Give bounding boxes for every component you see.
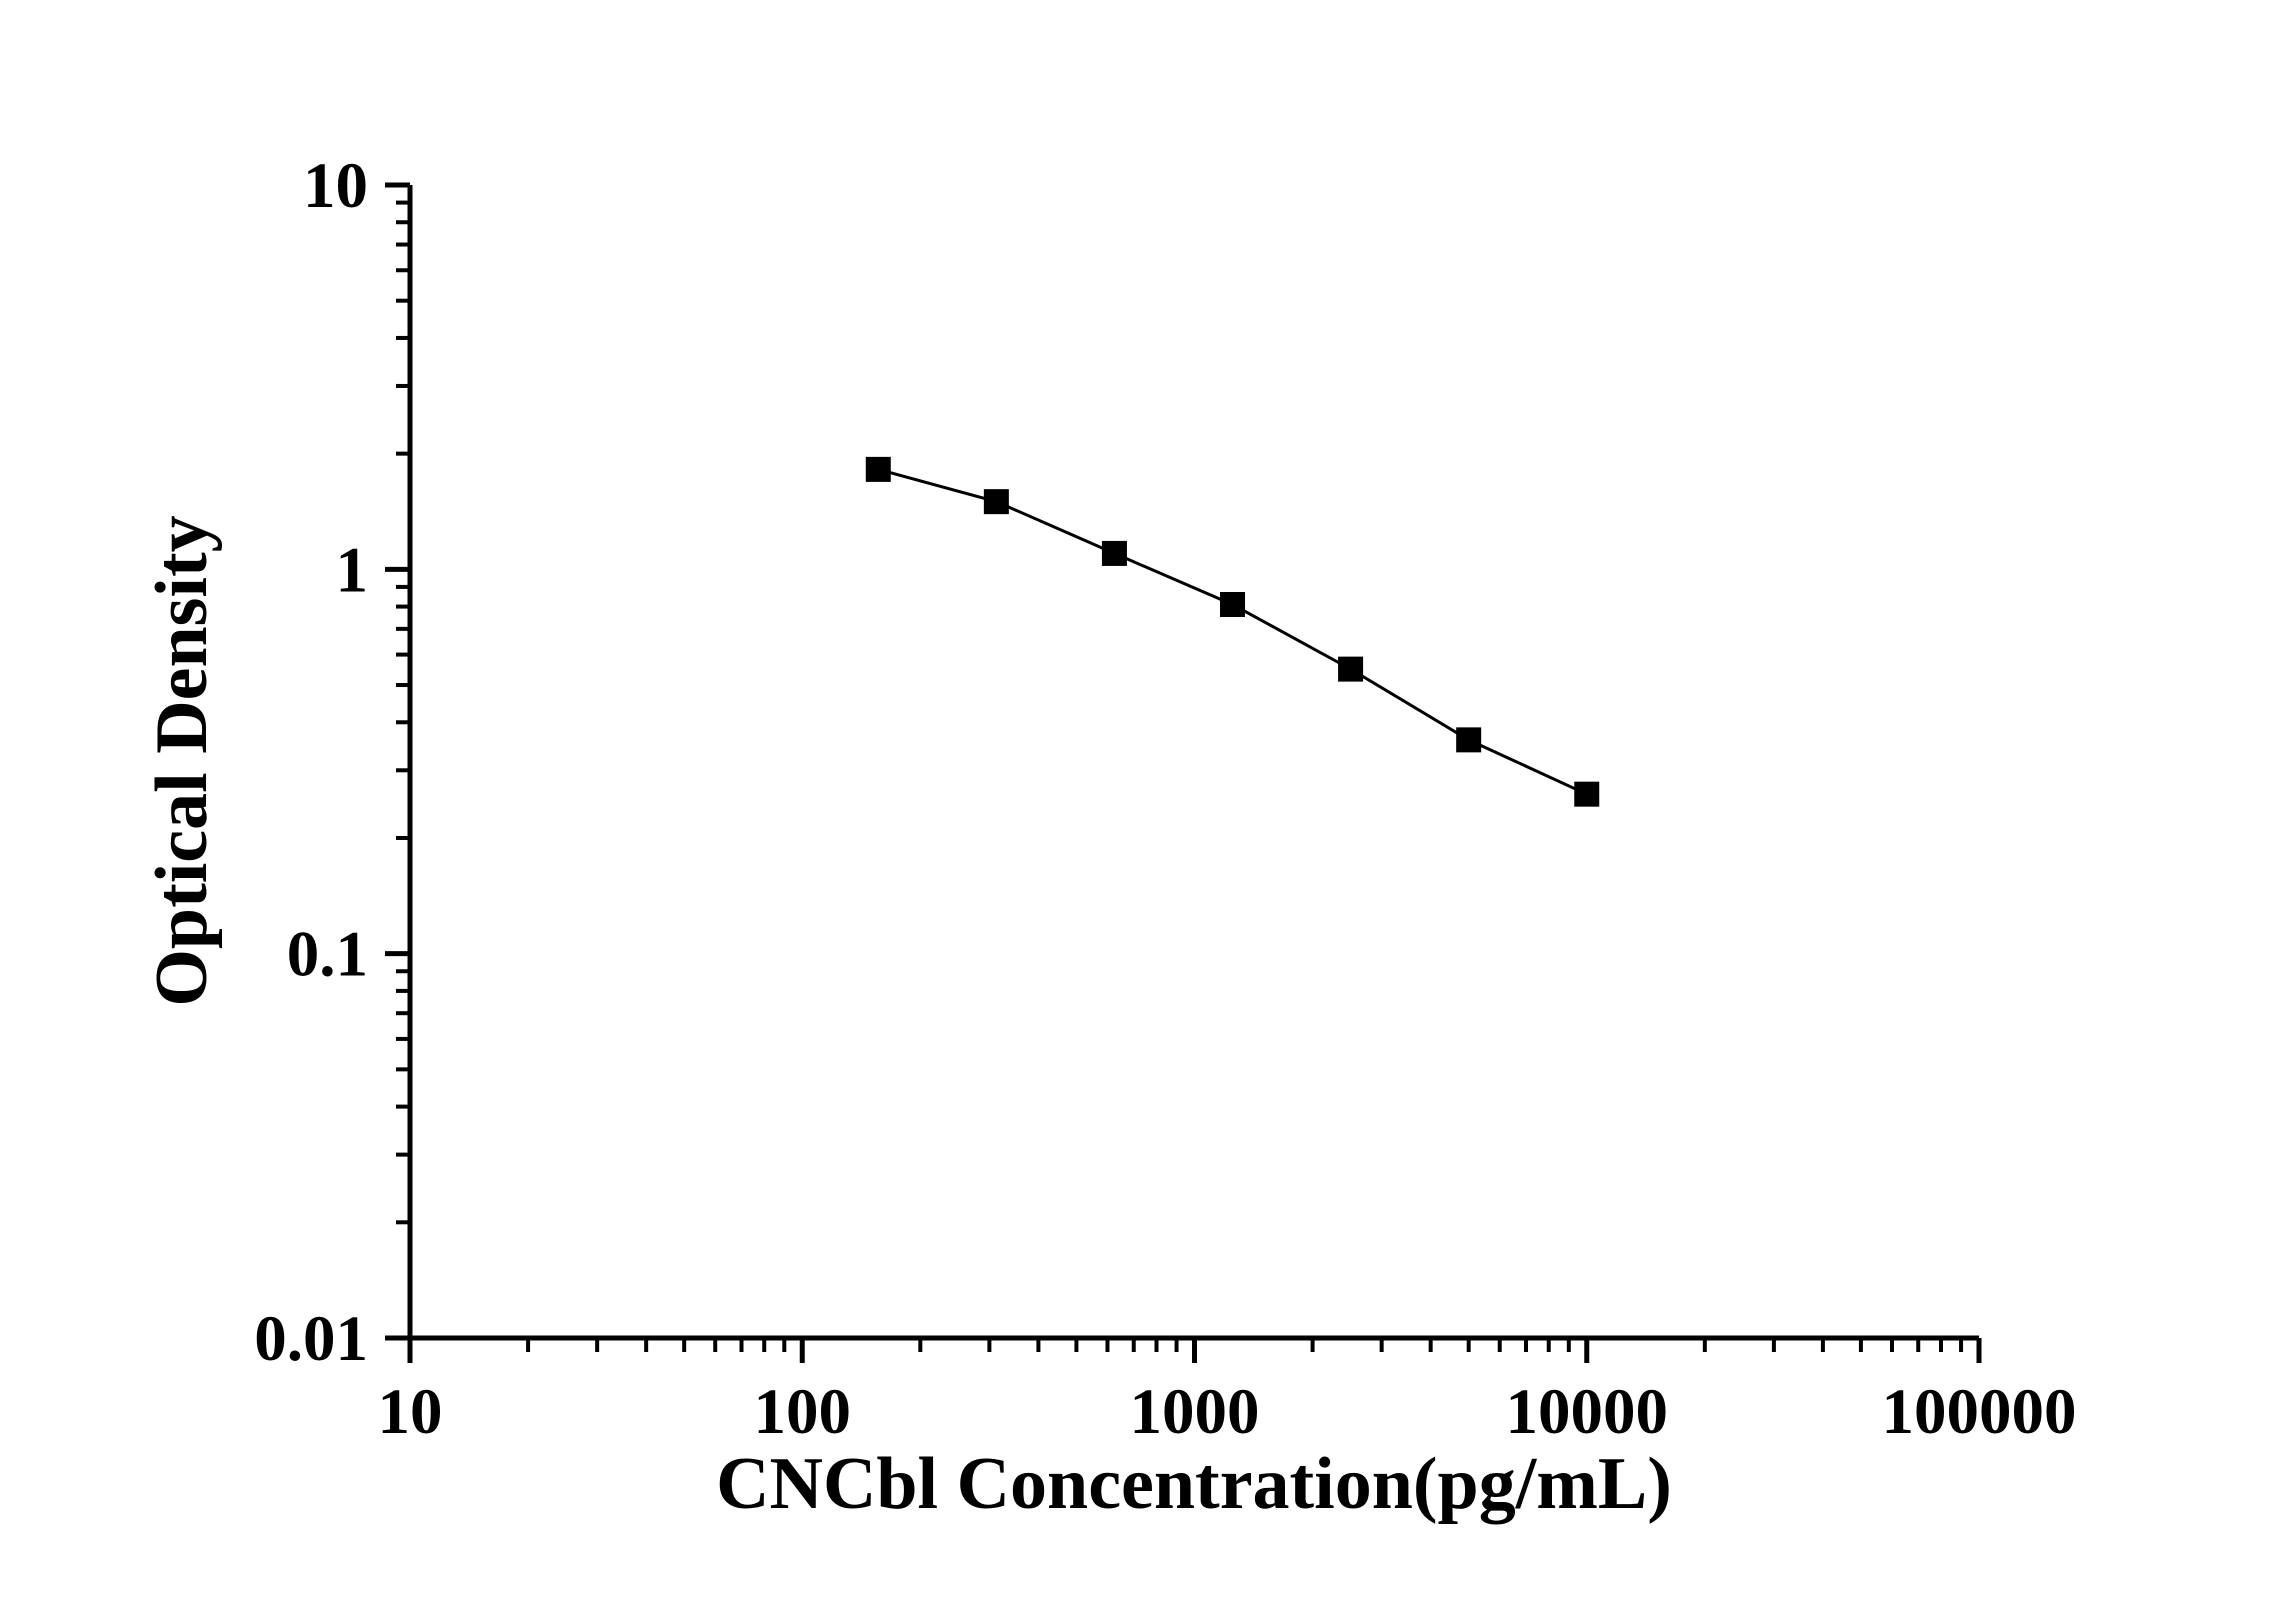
y-tick-label: 1 (336, 534, 369, 606)
x-tick-label: 1000 (1130, 1376, 1260, 1448)
y-tick-label: 0.01 (254, 1303, 368, 1375)
data-point-marker (1574, 781, 1600, 807)
x-axis-title: CNCbl Concentration(pg/mL) (716, 1443, 1672, 1525)
data-point-marker (1338, 656, 1364, 682)
data-point-marker (865, 456, 891, 482)
x-tick-label: 10 (378, 1376, 443, 1448)
y-axis-tick-labels: 0.01 0.1 1 10 (254, 150, 368, 1375)
x-tick-label: 10000 (1506, 1376, 1669, 1448)
data-series (865, 456, 1600, 807)
y-axis-title: Optical Density (141, 515, 223, 1006)
y-tick-label: 10 (303, 150, 368, 222)
data-point-marker (983, 489, 1009, 515)
data-point-marker (1101, 540, 1127, 566)
axes (385, 182, 1982, 1363)
x-tick-label: 100000 (1882, 1376, 2077, 1448)
data-point-marker (1456, 727, 1482, 753)
x-axis-tick-labels: 10 100 1000 10000 100000 (378, 1376, 2077, 1448)
data-point-marker (1220, 592, 1246, 618)
axis-spines (407, 185, 1979, 1341)
x-tick-label: 100 (754, 1376, 852, 1448)
y-tick-label: 0.1 (287, 919, 368, 991)
